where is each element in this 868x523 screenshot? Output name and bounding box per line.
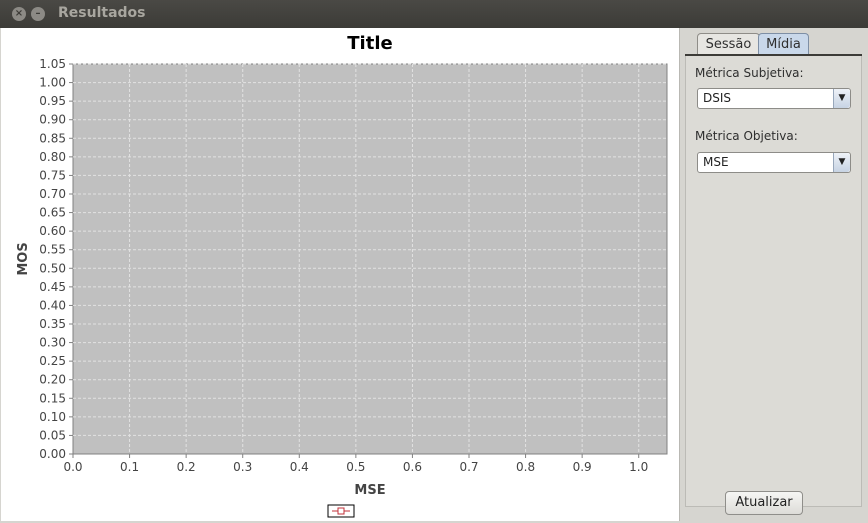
y-tick-label: 0.25 bbox=[39, 354, 66, 368]
scatter-chart: 0.00 0.05 0.10 0.15 0.20 0.25 0.30 0.35 0.40 0.45… bbox=[16, 33, 668, 518]
y-tick-label: 0.80 bbox=[39, 150, 66, 164]
y-tick-label: 0.60 bbox=[39, 224, 66, 238]
x-tick-label: 0.8 bbox=[516, 460, 535, 474]
x-tick-label: 0.3 bbox=[233, 460, 252, 474]
y-tick-label: 0.70 bbox=[39, 187, 66, 201]
y-tick-label: 0.40 bbox=[39, 298, 66, 312]
update-button[interactable]: Atualizar bbox=[725, 491, 803, 515]
chart-panel: 0.00 0.05 0.10 0.15 0.20 0.25 0.30 0.35 0.40 0.45… bbox=[1, 28, 680, 521]
y-tick-label: 0.50 bbox=[39, 261, 66, 275]
objective-metric-select[interactable]: MSE ▼ bbox=[697, 152, 851, 173]
y-tick-label: 0.35 bbox=[39, 317, 66, 331]
subjective-metric-select[interactable]: DSIS ▼ bbox=[697, 88, 851, 109]
x-tick-label: 0.6 bbox=[403, 460, 422, 474]
tab-sessao[interactable]: Sessão bbox=[697, 33, 760, 56]
objective-metric-value: MSE bbox=[703, 155, 729, 169]
x-tick-label: 1.0 bbox=[629, 460, 648, 474]
dropdown-arrow-icon[interactable]: ▼ bbox=[833, 153, 850, 172]
legend-marker bbox=[337, 507, 345, 515]
close-icon[interactable]: × bbox=[12, 7, 26, 21]
x-axis-label: MSE bbox=[354, 483, 385, 498]
tab-divider bbox=[685, 54, 862, 56]
minimize-icon[interactable]: – bbox=[31, 7, 45, 21]
window-title: Resultados bbox=[58, 5, 146, 21]
y-tick-label: 1.00 bbox=[39, 76, 66, 90]
tab-midia[interactable]: Mídia bbox=[758, 33, 809, 56]
y-tick-label: 0.30 bbox=[39, 336, 66, 350]
objective-metric-label: Métrica Objetiva: bbox=[695, 129, 798, 143]
y-tick-label: 0.10 bbox=[39, 410, 66, 424]
y-tick-label: 0.15 bbox=[39, 391, 66, 405]
y-tick-label: 0.20 bbox=[39, 373, 66, 387]
chart-title: Title bbox=[347, 33, 392, 54]
y-tick-label: 1.05 bbox=[39, 57, 66, 71]
y-axis-label: MOS bbox=[16, 242, 31, 275]
y-tick-label: 0.75 bbox=[39, 168, 66, 182]
plot-area bbox=[72, 63, 668, 455]
dropdown-arrow-icon[interactable]: ▼ bbox=[833, 89, 850, 108]
y-tick-label: 0.00 bbox=[39, 447, 66, 461]
x-tick-label: 0.9 bbox=[573, 460, 592, 474]
x-tick-label: 0.5 bbox=[346, 460, 365, 474]
side-panel: Sessão Mídia Métrica Subjetiva: DSIS ▼ M… bbox=[680, 28, 868, 523]
x-tick-label: 0.1 bbox=[120, 460, 139, 474]
subjective-metric-label: Métrica Subjetiva: bbox=[695, 66, 804, 80]
subjective-metric-value: DSIS bbox=[703, 91, 732, 105]
x-tick-label: 0.0 bbox=[63, 460, 82, 474]
title-bar: × – Resultados bbox=[0, 0, 868, 28]
y-tick-label: 0.90 bbox=[39, 113, 66, 127]
y-tick-label: 0.65 bbox=[39, 206, 66, 220]
x-tick-label: 0.4 bbox=[290, 460, 309, 474]
x-tick-label: 0.7 bbox=[459, 460, 478, 474]
y-tick-label: 0.05 bbox=[39, 428, 66, 442]
media-tab-content: Métrica Subjetiva: DSIS ▼ Métrica Objeti… bbox=[685, 56, 862, 507]
x-tick-label: 0.2 bbox=[177, 460, 196, 474]
y-tick-label: 0.85 bbox=[39, 131, 66, 145]
y-tick-label: 0.45 bbox=[39, 280, 66, 294]
y-tick-label: 0.95 bbox=[39, 94, 66, 108]
y-tick-label: 0.55 bbox=[39, 243, 66, 257]
